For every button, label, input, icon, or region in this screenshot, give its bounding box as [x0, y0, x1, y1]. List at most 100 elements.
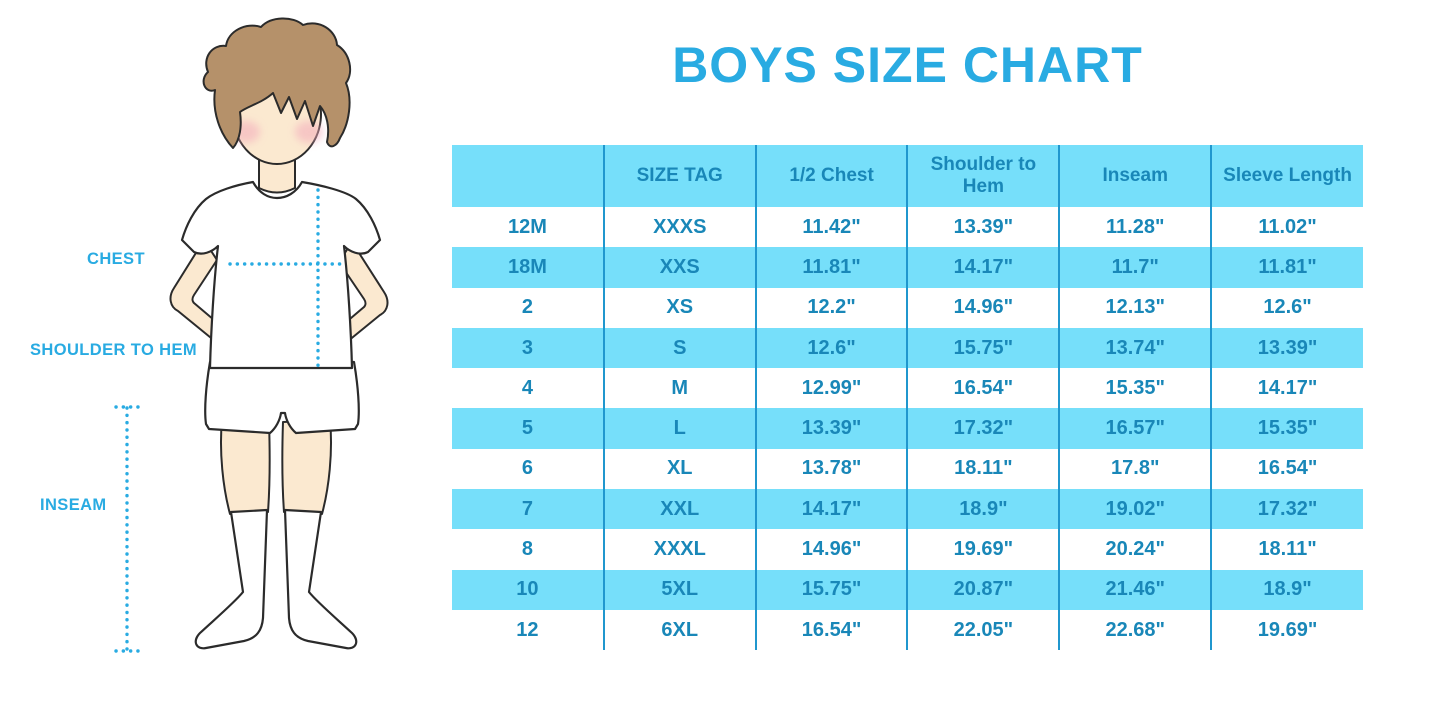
measurement-cell: XXXS — [602, 207, 756, 248]
size-cell: 8 — [521, 538, 533, 561]
measurement-cell: 12.99" — [754, 368, 908, 409]
measurement-cell: 11.42" — [754, 207, 908, 248]
page-title: BOYS SIZE CHART — [672, 37, 1143, 93]
measurement-cell: 15.35" — [1058, 368, 1212, 409]
table-row: 6 XL 13.78" 18.11" 17.8" 16.54" — [452, 448, 1363, 490]
column-header: Sleeve Length — [1210, 145, 1363, 207]
measurement-cell: 16.57" — [1058, 408, 1212, 449]
size-cell: 18M — [507, 255, 547, 278]
boy-illustration — [114, 17, 389, 653]
measurement-cell: 13.39" — [906, 207, 1060, 248]
size-cell: 3 — [521, 336, 533, 359]
measurement-cell: 17.32" — [906, 408, 1060, 449]
boy-right-sock — [283, 508, 358, 650]
size-cell: 4 — [521, 376, 533, 399]
measurement-cell: 14.17" — [1210, 368, 1363, 409]
measurement-cell: 14.96" — [906, 287, 1060, 328]
measurement-cell: 22.05" — [906, 609, 1060, 651]
shoulder-to-hem-label: SHOULDER TO HEM — [30, 341, 198, 359]
size-chart-table: SIZE TAG 1/2 Chest Shoulder to Hem Inseam Sl… — [452, 145, 1363, 651]
boy-left-sock — [194, 508, 269, 650]
boy-measurement-figure: CHEST SHOULDER TO HEM INSEAM — [0, 0, 450, 723]
boy-shorts — [204, 360, 360, 435]
measurement-cell: 6XL — [602, 609, 756, 651]
measurement-cell: XXL — [602, 489, 756, 530]
size-cell: 5 — [521, 417, 533, 440]
size-cell: 2 — [521, 296, 533, 319]
table-row: 8 XXXL 14.96" 19.69" 20.24" 18.11" — [452, 529, 1363, 570]
boy-hair — [202, 17, 352, 149]
measurement-cell: L — [602, 408, 756, 449]
measurement-cell: 13.78" — [754, 448, 908, 490]
measurement-cell: 11.7" — [1058, 247, 1212, 288]
measurement-cell: 18.9" — [1210, 569, 1363, 610]
measurement-cell: 13.74" — [1058, 327, 1212, 369]
measurement-cell: 19.69" — [906, 529, 1060, 570]
column-header — [452, 145, 604, 207]
measurement-cell: XXS — [602, 247, 756, 288]
measurement-cell: 16.54" — [906, 368, 1060, 409]
measurement-cell: 14.17" — [754, 489, 908, 530]
table-row: 7 XXL 14.17" 18.9" 19.02" 17.32" — [452, 489, 1363, 530]
measurement-cell: 20.87" — [906, 569, 1060, 610]
measurement-cell: 17.32" — [1210, 489, 1363, 530]
measurement-cell: XXXL — [602, 529, 756, 570]
table-row: 4 M 12.99" 16.54" 15.35" 14.17" — [452, 368, 1363, 409]
table-row: 12M XXXS 11.42" 13.39" 11.28" 11.02" — [452, 207, 1363, 248]
measurement-cell: 15.75" — [754, 569, 908, 610]
measurement-cell: 18.9" — [906, 489, 1060, 530]
measurement-cell: 13.39" — [1210, 327, 1363, 369]
measurement-cell: 17.8" — [1058, 448, 1212, 490]
measurement-cell: 22.68" — [1058, 609, 1212, 651]
header-row: SIZE TAG 1/2 Chest Shoulder to Hem Inseam Sl… — [452, 145, 1363, 207]
measurement-cell: 12.6" — [754, 327, 908, 369]
measurement-cell: 18.11" — [906, 448, 1060, 490]
measurement-cell: 11.02" — [1210, 207, 1363, 248]
size-cell: 6 — [521, 457, 533, 480]
table-row: 10 5XL 15.75" 20.87" 21.46" 18.9" — [452, 569, 1363, 610]
table-row: 5 L 13.39" 17.32" 16.57" 15.35" — [452, 408, 1363, 449]
column-header: Shoulder to Hem — [906, 145, 1060, 207]
inseam-label: INSEAM — [40, 496, 107, 514]
boy-right-leg — [281, 419, 332, 515]
size-cell: 12 — [516, 618, 539, 641]
measurement-cell: 18.11" — [1210, 529, 1363, 570]
table-row: 2 XS 12.2" 14.96" 12.13" 12.6" — [452, 287, 1363, 328]
measurement-cell: 15.35" — [1210, 408, 1363, 449]
measurement-cell: S — [602, 327, 756, 369]
measurement-cell: 11.81" — [754, 247, 908, 288]
measurement-cell: 12.2" — [754, 287, 908, 328]
measurement-cell: 14.96" — [754, 529, 908, 570]
measurement-cell: 14.17" — [906, 247, 1060, 288]
size-cell: 7 — [521, 497, 533, 520]
measurement-cell: 20.24" — [1058, 529, 1212, 570]
table-row: 3 S 12.6" 15.75" 13.74" 13.39" — [452, 327, 1363, 369]
table-row: 12 6XL 16.54" 22.05" 22.68" 19.69" — [452, 609, 1363, 651]
measurement-cell: 19.69" — [1210, 609, 1363, 651]
column-header: Inseam — [1058, 145, 1212, 207]
measurement-cell: 16.54" — [1210, 448, 1363, 490]
measurement-cell: XL — [602, 448, 756, 490]
measurement-cell: XS — [602, 287, 756, 328]
measurement-cell: 13.39" — [754, 408, 908, 449]
column-header: SIZE TAG — [602, 145, 756, 207]
measurement-cell: 11.28" — [1058, 207, 1212, 248]
size-cell: 12M — [507, 215, 547, 238]
table-body: 12M XXXS 11.42" 13.39" 11.28" 11.02" 18M XXS 11.… — [452, 207, 1363, 651]
boy-left-leg — [220, 419, 271, 515]
table-header: SIZE TAG 1/2 Chest Shoulder to Hem Inseam Sl… — [452, 145, 1363, 207]
table-row: 18M XXS 11.81" 14.17" 11.7" 11.81" — [452, 247, 1363, 288]
measurement-cell: 21.46" — [1058, 569, 1212, 610]
measurement-cell: 15.75" — [906, 327, 1060, 369]
measurement-cell: M — [602, 368, 756, 409]
measurement-cell: 16.54" — [754, 609, 908, 651]
measurement-cell: 5XL — [602, 569, 756, 610]
measurement-cell: 12.6" — [1210, 287, 1363, 328]
chest-label: CHEST — [87, 250, 145, 268]
measurement-cell: 12.13" — [1058, 287, 1212, 328]
boy-tshirt — [180, 180, 382, 370]
boy-right-cheek — [295, 121, 323, 143]
measurement-cell: 19.02" — [1058, 489, 1212, 530]
size-cell: 10 — [516, 578, 539, 601]
